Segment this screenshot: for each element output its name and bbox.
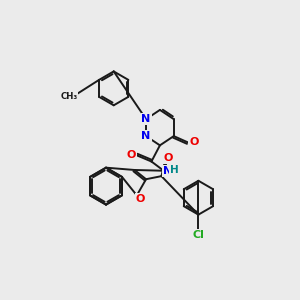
Text: O: O bbox=[136, 194, 145, 204]
Text: N: N bbox=[163, 166, 172, 176]
Text: O: O bbox=[127, 150, 136, 160]
Text: H: H bbox=[170, 165, 179, 175]
Text: N: N bbox=[141, 131, 151, 141]
Text: N: N bbox=[141, 114, 151, 124]
Text: O: O bbox=[164, 153, 173, 163]
Text: O: O bbox=[189, 137, 199, 147]
Text: Cl: Cl bbox=[193, 230, 204, 240]
Text: CH₃: CH₃ bbox=[60, 92, 78, 100]
